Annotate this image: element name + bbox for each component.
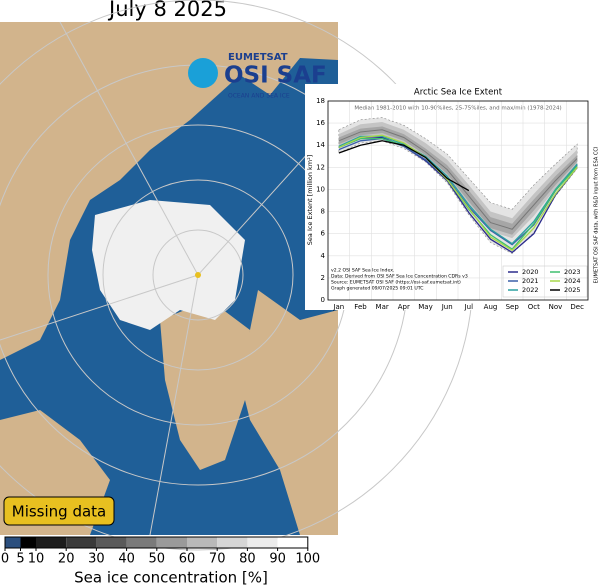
missing-box <box>3 496 115 526</box>
legend-frame <box>502 265 588 298</box>
plot-frame <box>327 100 589 301</box>
x-tick-label: Aug <box>484 303 498 311</box>
y-tick-label: 2 <box>321 274 325 282</box>
chart-title: Arctic Sea Ice Extent <box>414 88 503 98</box>
y-tick-label: 18 <box>316 97 325 105</box>
annotation: v2.2 OSI SAF Sea Ice Index. <box>331 268 394 274</box>
colorbar-tick-label: 20 <box>58 552 75 567</box>
y-tick-label: 8 <box>321 208 325 216</box>
colorbar-tick-label: 30 <box>88 552 105 567</box>
x-tick-label: May <box>418 303 432 311</box>
colorbar-tick-label: 10 <box>28 552 45 567</box>
legend-label: 2024 <box>564 277 581 285</box>
annotation: Graph generated 09/07/2025 09:01 UTC <box>331 286 423 292</box>
y-axis-label: Sea Ice Extent [million km²] <box>306 155 314 245</box>
legend-label: 2021 <box>522 277 539 285</box>
x-tick-label: Jan <box>332 303 344 311</box>
colorbar-tick-label: 60 <box>179 552 196 567</box>
percentile-band <box>338 126 578 235</box>
colorbar-tick-label: 90 <box>269 552 286 567</box>
side-note: EUMETSAT OSI SAF data, with R&D input fr… <box>594 147 600 284</box>
x-tick-label: Nov <box>549 303 563 311</box>
y-tick-label: 10 <box>316 185 325 193</box>
annotation: Data: Derived from OSI SAF Sea Ice Conce… <box>331 274 468 280</box>
inset-chart: Arctic Sea Ice Extent Median 1981-2010 w… <box>306 88 600 312</box>
legend-label: 2025 <box>564 286 581 294</box>
colorbar-segment <box>5 537 21 548</box>
y-tick-label: 14 <box>316 141 325 149</box>
x-tick-label: Mar <box>376 303 389 311</box>
colorbar-tick-label: 5 <box>16 552 24 567</box>
colorbar-segment <box>247 537 278 548</box>
land <box>240 290 338 535</box>
colorbar-tick-label: 0 <box>1 552 9 567</box>
logo-icon <box>188 58 218 88</box>
land <box>160 300 250 470</box>
colorbar-segment <box>217 537 248 548</box>
colorbar-tick-label: 40 <box>118 552 135 567</box>
colorbar-tick-label: 80 <box>239 552 256 567</box>
colorbar: 0 5 10 20 30 40 50 60 70 80 90 100 <box>1 536 320 567</box>
colorbar-segment <box>36 537 67 548</box>
series-line <box>338 136 578 254</box>
colorbar-segment <box>20 537 36 548</box>
legend-label: 2020 <box>522 268 539 276</box>
missing-label: Missing data <box>12 503 107 521</box>
colorbar-tick-label: 70 <box>209 552 226 567</box>
x-tick-label: Dec <box>570 303 584 311</box>
map-title: July 8 2025 <box>107 0 227 21</box>
logo-brand: EUMETSAT <box>228 52 288 63</box>
y-tick-label: 6 <box>321 230 326 238</box>
series-line <box>338 140 470 192</box>
x-tick-label: Oct <box>528 303 540 311</box>
x-tick-label: Feb <box>354 303 367 311</box>
pole-marker <box>195 272 201 278</box>
series-line <box>338 135 578 245</box>
y-tick-label: 16 <box>316 119 325 127</box>
colorbar-segment <box>187 537 218 548</box>
x-tick-label: Jul <box>464 303 474 311</box>
logo-tagline: OCEAN AND SEA ICE <box>228 93 290 100</box>
colorbar-segment <box>156 537 187 548</box>
colorbar-tick-label: 50 <box>149 552 166 567</box>
colorbar-segment <box>126 537 157 548</box>
y-tick-label: 4 <box>321 252 326 260</box>
y-tick-label: 0 <box>321 296 325 304</box>
colorbar-label: Sea ice concentration [%] <box>74 569 268 587</box>
colorbar-segment <box>66 537 97 548</box>
series-line <box>338 134 578 252</box>
x-tick-label: Sep <box>506 303 520 311</box>
legend-label: 2022 <box>522 286 539 294</box>
x-tick-label: Jun <box>441 303 453 311</box>
y-tick-label: 12 <box>316 163 325 171</box>
colorbar-tick-label: 100 <box>295 552 320 567</box>
land <box>0 22 338 360</box>
colorbar-segment <box>96 537 127 548</box>
sea-ice <box>92 200 245 330</box>
x-tick-label: Apr <box>398 303 410 311</box>
colorbar-segment <box>277 537 308 548</box>
legend-label: 2023 <box>564 268 581 276</box>
annotation: Source: EUMETSAT OSI SAF (https://osi-sa… <box>331 280 461 286</box>
median-line <box>338 129 578 230</box>
